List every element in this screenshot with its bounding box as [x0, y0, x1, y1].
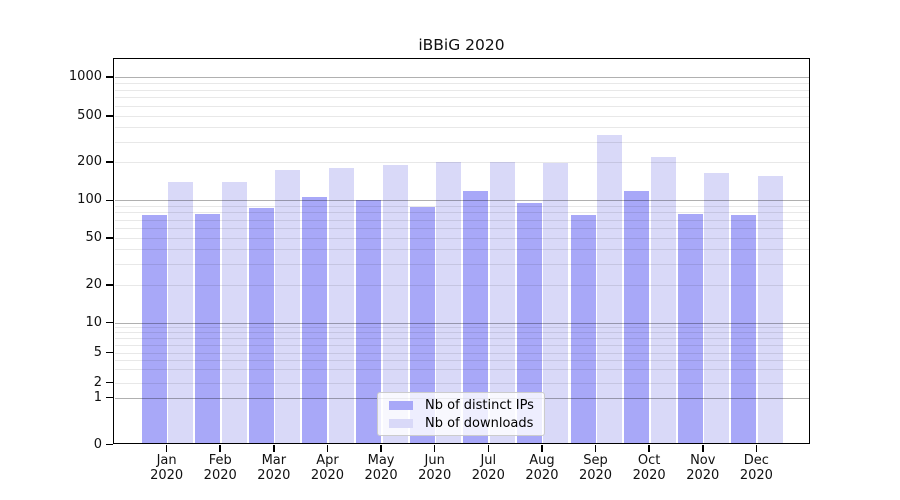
legend-label-downloads: Nb of downloads [425, 415, 534, 431]
x-tick-mark-dec [755, 444, 758, 452]
x-tick-mark-nov [702, 444, 704, 452]
legend-swatch-distinct-ips [389, 400, 413, 410]
y-tick-mark-50 [106, 237, 113, 239]
x-tick-label-jul: Jul 2020 [471, 453, 505, 483]
x-tick-mark-apr [326, 444, 329, 452]
y-tick-label-10: 10 [85, 314, 102, 330]
x-tick-label-mar: Mar 2020 [257, 453, 291, 483]
y-tick-label-50: 50 [85, 230, 102, 245]
legend-label-distinct-ips: Nb of distinct IPs [425, 397, 534, 413]
y-tick-label-1000: 1000 [68, 69, 102, 84]
x-tick-mark-feb [219, 444, 221, 452]
y-tick-mark-1000 [106, 76, 113, 78]
x-tick-label-jan: Jan 2020 [150, 453, 184, 483]
x-tick-label-jun: Jun 2020 [418, 453, 452, 483]
x-tick-label-nov: Nov 2020 [686, 453, 720, 483]
x-tick-label-oct: Oct 2020 [632, 453, 666, 483]
y-tick-mark-500 [106, 115, 113, 117]
x-tick-label-feb: Feb 2020 [203, 453, 237, 483]
x-tick-mark-jun [433, 444, 436, 452]
x-tick-mark-jan [165, 444, 168, 452]
y-tick-mark-10 [106, 321, 113, 324]
legend: Nb of distinct IPs Nb of downloads [377, 392, 545, 436]
x-tick-label-may: May 2020 [364, 453, 398, 483]
y-tick-mark-20 [106, 284, 113, 286]
x-tick-mark-mar [273, 444, 275, 452]
x-tick-mark-oct [648, 444, 650, 452]
chart-title: iBBiG 2020 [418, 36, 505, 54]
y-tick-label-2: 2 [93, 374, 102, 390]
y-tick-mark-100 [106, 199, 113, 202]
x-tick-label-sep: Sep 2020 [578, 453, 613, 483]
y-tick-mark-5 [106, 351, 113, 354]
legend-item-distinct-ips: Nb of distinct IPs [389, 398, 544, 413]
y-tick-label-5: 5 [93, 344, 102, 360]
x-tick-label-aug: Aug 2020 [525, 453, 559, 483]
y-tick-label-1: 1 [93, 389, 102, 405]
legend-item-downloads: Nb of downloads [389, 416, 544, 431]
x-tick-mark-may [380, 444, 382, 452]
y-tick-mark-200 [106, 161, 113, 163]
legend-swatch-downloads [389, 418, 413, 428]
plot-area-border [113, 58, 810, 444]
y-tick-label-200: 200 [77, 154, 102, 169]
y-tick-label-0: 0 [93, 436, 102, 452]
x-tick-mark-sep [594, 444, 597, 452]
x-tick-mark-jul [487, 444, 490, 452]
y-tick-mark-2 [106, 381, 113, 384]
x-tick-mark-aug [541, 444, 543, 452]
y-tick-mark-0 [106, 443, 113, 446]
y-tick-label-100: 100 [77, 192, 102, 208]
y-tick-label-20: 20 [85, 277, 102, 292]
y-tick-label-500: 500 [77, 108, 102, 123]
x-tick-label-dec: Dec 2020 [739, 453, 773, 483]
y-tick-mark-1 [106, 396, 113, 399]
x-tick-label-apr: Apr 2020 [310, 453, 344, 483]
